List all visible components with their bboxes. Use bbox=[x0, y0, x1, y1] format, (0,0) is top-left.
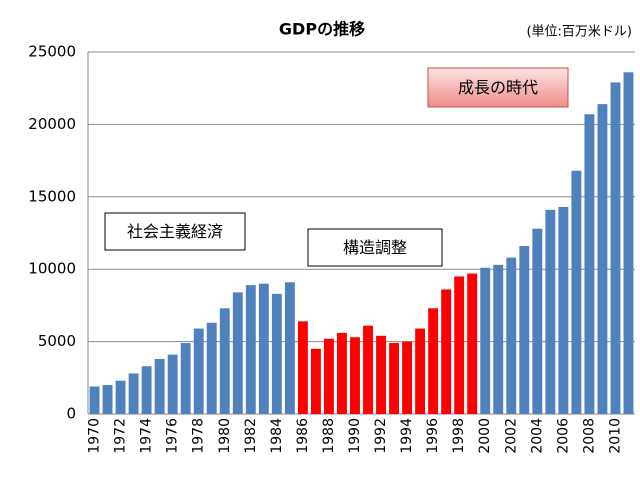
bar bbox=[310, 348, 321, 414]
bar bbox=[89, 386, 100, 414]
x-tick-label: 2004 bbox=[529, 418, 545, 454]
bar bbox=[441, 289, 452, 414]
bar bbox=[493, 264, 504, 414]
bar bbox=[232, 292, 243, 414]
bar bbox=[167, 354, 178, 414]
x-tick-label: 1974 bbox=[139, 418, 155, 454]
bar bbox=[258, 283, 269, 414]
bar bbox=[532, 228, 543, 414]
y-tick-label: 15000 bbox=[28, 187, 76, 205]
x-tick-label: 1998 bbox=[451, 418, 467, 454]
bar bbox=[506, 257, 517, 414]
bar bbox=[597, 104, 608, 415]
x-tick-label: 1992 bbox=[373, 418, 389, 454]
bar bbox=[610, 82, 621, 415]
x-tick-label: 2008 bbox=[581, 418, 597, 454]
x-tick-label: 1996 bbox=[425, 418, 441, 454]
x-tick-label: 1980 bbox=[217, 418, 233, 454]
chart-title: GDPの推移 bbox=[279, 20, 365, 39]
x-tick-label: 1976 bbox=[165, 418, 181, 454]
bar bbox=[284, 282, 295, 414]
bar bbox=[115, 380, 126, 414]
bar bbox=[363, 325, 373, 414]
bar bbox=[376, 335, 386, 414]
x-tick-label: 1972 bbox=[113, 418, 129, 454]
bar bbox=[337, 332, 347, 414]
x-tick-label: 1970 bbox=[87, 418, 103, 454]
annotation: 成長の時代 bbox=[458, 78, 538, 97]
bar bbox=[219, 308, 230, 414]
bar bbox=[584, 114, 595, 414]
bar bbox=[402, 341, 413, 414]
bar bbox=[128, 373, 139, 414]
x-tick-label: 1988 bbox=[321, 418, 337, 454]
y-tick-label: 25000 bbox=[28, 43, 76, 61]
x-tick-label: 2010 bbox=[607, 418, 623, 454]
bar bbox=[350, 337, 360, 414]
bar bbox=[545, 209, 556, 414]
bar bbox=[323, 338, 334, 414]
y-tick-label: 5000 bbox=[38, 332, 76, 350]
x-tick-label: 1982 bbox=[243, 418, 259, 454]
bar bbox=[571, 170, 582, 414]
bar bbox=[467, 273, 478, 414]
bar bbox=[154, 358, 165, 414]
bar bbox=[271, 293, 282, 414]
bar bbox=[415, 328, 426, 414]
annotation: 社会主義経済 bbox=[127, 222, 223, 241]
x-tick-label: 2002 bbox=[503, 418, 519, 454]
x-tick-label: 1978 bbox=[191, 418, 207, 454]
annotation-box bbox=[104, 212, 246, 251]
bar bbox=[519, 246, 530, 414]
bar bbox=[623, 72, 634, 414]
bar bbox=[102, 385, 113, 414]
y-tick-label: 20000 bbox=[28, 115, 76, 133]
x-tick-label: 1984 bbox=[269, 418, 285, 454]
y-tick-label: 10000 bbox=[28, 260, 76, 278]
annotation: 構造調整 bbox=[343, 238, 407, 257]
bar bbox=[389, 343, 400, 414]
bar bbox=[206, 322, 217, 414]
bar bbox=[480, 267, 491, 414]
bar bbox=[193, 328, 204, 414]
x-tick-label: 1994 bbox=[399, 418, 415, 454]
bar bbox=[558, 206, 569, 414]
bar bbox=[428, 308, 439, 414]
bar bbox=[297, 321, 308, 414]
x-tick-label: 1986 bbox=[295, 418, 311, 454]
bar bbox=[245, 285, 256, 414]
bar bbox=[141, 366, 152, 414]
x-tick-label: 2000 bbox=[477, 418, 493, 454]
annotation-box bbox=[427, 67, 569, 108]
x-tick-label: 1990 bbox=[347, 418, 363, 454]
annotation-box bbox=[307, 228, 443, 267]
unit-label: (単位:百万米ドル) bbox=[526, 24, 632, 40]
bar bbox=[180, 343, 191, 414]
x-tick-label: 2006 bbox=[555, 418, 571, 454]
y-tick-label: 0 bbox=[66, 405, 76, 423]
bar bbox=[454, 276, 465, 414]
